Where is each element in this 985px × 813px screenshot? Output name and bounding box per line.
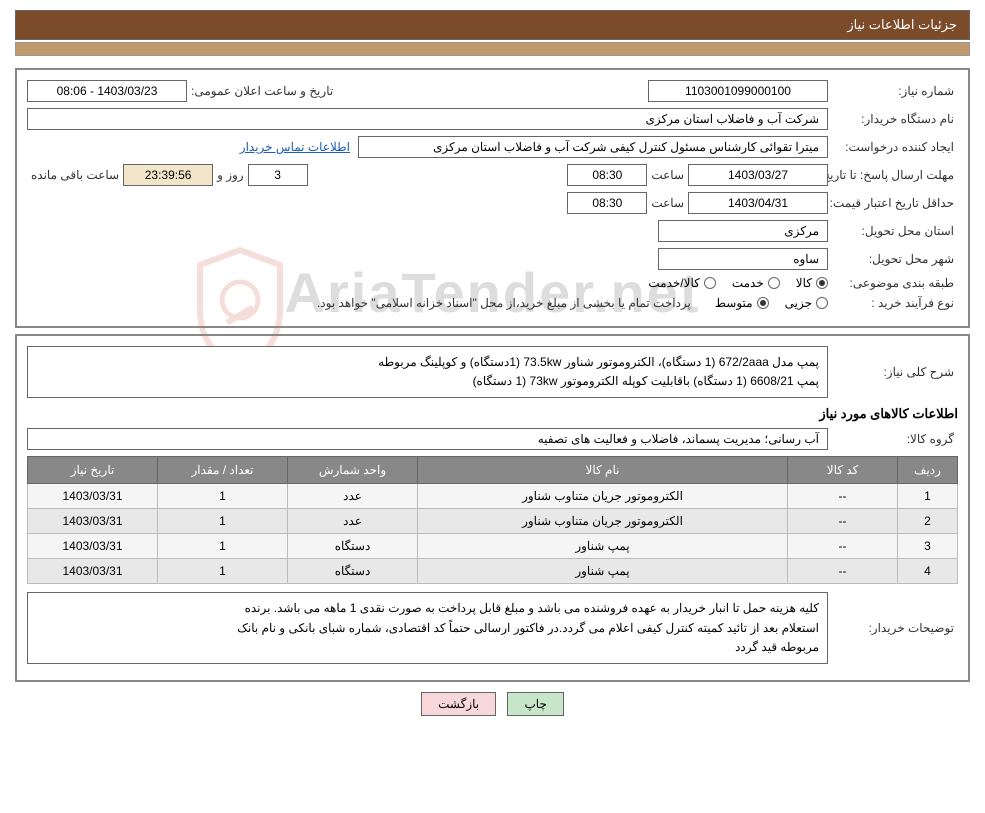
announce-datetime-label: تاریخ و ساعت اعلان عمومی:: [187, 84, 337, 98]
table-row: 2--الکتروموتور جریان متناوب شناورعدد1140…: [28, 509, 958, 534]
table-cell: --: [788, 559, 898, 584]
table-cell: 1403/03/31: [28, 559, 158, 584]
table-cell: --: [788, 484, 898, 509]
reply-deadline-label: مهلت ارسال پاسخ: تا تاریخ:: [828, 168, 958, 182]
reply-deadline-time: 08:30: [567, 164, 647, 186]
buyer-contact-link[interactable]: اطلاعات تماس خریدار: [240, 140, 350, 154]
table-cell: 1: [158, 559, 288, 584]
days-remaining: 3: [248, 164, 308, 186]
table-cell: الکتروموتور جریان متناوب شناور: [418, 509, 788, 534]
table-cell: 1: [158, 534, 288, 559]
col-unit: واحد شمارش: [288, 457, 418, 484]
hours-remaining-label: ساعت باقی مانده: [27, 168, 123, 182]
table-cell: 1403/03/31: [28, 484, 158, 509]
table-cell: عدد: [288, 509, 418, 534]
col-code: کد کالا: [788, 457, 898, 484]
page-header: جزئیات اطلاعات نیاز: [15, 10, 970, 40]
table-cell: 1: [898, 484, 958, 509]
table-cell: --: [788, 534, 898, 559]
col-date: تاریخ نیاز: [28, 457, 158, 484]
radio-goods-service[interactable]: کالا/خدمت: [648, 276, 715, 290]
table-cell: 1403/03/31: [28, 534, 158, 559]
radio-service[interactable]: خدمت: [732, 276, 780, 290]
radio-circle-icon: [757, 297, 769, 309]
hour-label-2: ساعت: [647, 196, 688, 210]
table-cell: 2: [898, 509, 958, 534]
items-subheader: اطلاعات کالاهای مورد نیاز: [27, 406, 958, 422]
purchase-type-label: نوع فرآیند خرید :: [828, 296, 958, 310]
need-number-label: شماره نیاز:: [828, 84, 958, 98]
goods-group-label: گروه کالا:: [828, 432, 958, 446]
goods-group-value: آب رسانی؛ مدیریت پسماند، فاضلاب و فعالیت…: [27, 428, 828, 450]
table-cell: 1403/03/31: [28, 509, 158, 534]
print-button[interactable]: چاپ: [507, 692, 563, 716]
items-section: شرح کلی نیاز: پمپ مدل 672/2aaa (1 دستگاه…: [15, 334, 970, 682]
action-buttons: چاپ بازگشت: [15, 692, 970, 716]
requester-label: ایجاد کننده درخواست:: [828, 140, 958, 154]
radio-circle-icon: [816, 297, 828, 309]
radio-circle-icon: [816, 277, 828, 289]
radio-circle-icon: [768, 277, 780, 289]
table-row: 4--پمپ شناوردستگاه11403/03/31: [28, 559, 958, 584]
purchase-type-radios: جزیی متوسط: [715, 296, 828, 310]
col-row: ردیف: [898, 457, 958, 484]
table-cell: 1: [158, 509, 288, 534]
buyer-notes-value: کلیه هزینه حمل تا انبار خریدار به عهده ف…: [27, 592, 828, 664]
items-table: ردیف کد کالا نام کالا واحد شمارش تعداد /…: [27, 456, 958, 584]
need-desc-value: پمپ مدل 672/2aaa (1 دستگاه)، الکتروموتور…: [27, 346, 828, 398]
table-cell: عدد: [288, 484, 418, 509]
radio-partial[interactable]: جزیی: [785, 296, 828, 310]
requester-value: میترا تقوائی کارشناس مسئول کنترل کیفی شر…: [358, 136, 828, 158]
table-cell: 1: [158, 484, 288, 509]
need-number-value: 1103001099000100: [648, 80, 828, 102]
table-cell: دستگاه: [288, 534, 418, 559]
buyer-org-value: شرکت آب و فاضلاب استان مرکزی: [27, 108, 828, 130]
time-remaining: 23:39:56: [123, 164, 213, 186]
need-desc-label: شرح کلی نیاز:: [828, 365, 958, 379]
subject-class-label: طبقه بندی موضوعی:: [828, 276, 958, 290]
delivery-city-label: شهر محل تحویل:: [828, 252, 958, 266]
col-name: نام کالا: [418, 457, 788, 484]
price-validity-time: 08:30: [567, 192, 647, 214]
days-and-label: روز و: [213, 168, 248, 182]
table-cell: الکتروموتور جریان متناوب شناور: [418, 484, 788, 509]
delivery-city-value: ساوه: [658, 248, 828, 270]
delivery-province-value: مرکزی: [658, 220, 828, 242]
subject-class-radios: کالا خدمت کالا/خدمت: [648, 276, 828, 290]
table-cell: 3: [898, 534, 958, 559]
buyer-notes-label: توضیحات خریدار:: [828, 621, 958, 635]
main-info-section: شماره نیاز: 1103001099000100 تاریخ و ساع…: [15, 68, 970, 328]
table-cell: پمپ شناور: [418, 559, 788, 584]
col-qty: تعداد / مقدار: [158, 457, 288, 484]
header-divider: [15, 42, 970, 56]
price-validity-label: حداقل تاریخ اعتبار قیمت: تا تاریخ:: [828, 196, 958, 210]
price-validity-date: 1403/04/31: [688, 192, 828, 214]
reply-deadline-date: 1403/03/27: [688, 164, 828, 186]
radio-goods[interactable]: کالا: [796, 276, 828, 290]
hour-label-1: ساعت: [647, 168, 688, 182]
table-cell: پمپ شناور: [418, 534, 788, 559]
back-button[interactable]: بازگشت: [421, 692, 496, 716]
table-row: 1--الکتروموتور جریان متناوب شناورعدد1140…: [28, 484, 958, 509]
table-cell: 4: [898, 559, 958, 584]
table-cell: --: [788, 509, 898, 534]
radio-medium[interactable]: متوسط: [715, 296, 769, 310]
table-row: 3--پمپ شناوردستگاه11403/03/31: [28, 534, 958, 559]
radio-circle-icon: [704, 277, 716, 289]
table-cell: دستگاه: [288, 559, 418, 584]
delivery-province-label: استان محل تحویل:: [828, 224, 958, 238]
payment-note: پرداخت تمام یا بخشی از مبلغ خرید،از محل …: [313, 296, 695, 310]
buyer-org-label: نام دستگاه خریدار:: [828, 112, 958, 126]
announce-datetime-value: 1403/03/23 - 08:06: [27, 80, 187, 102]
